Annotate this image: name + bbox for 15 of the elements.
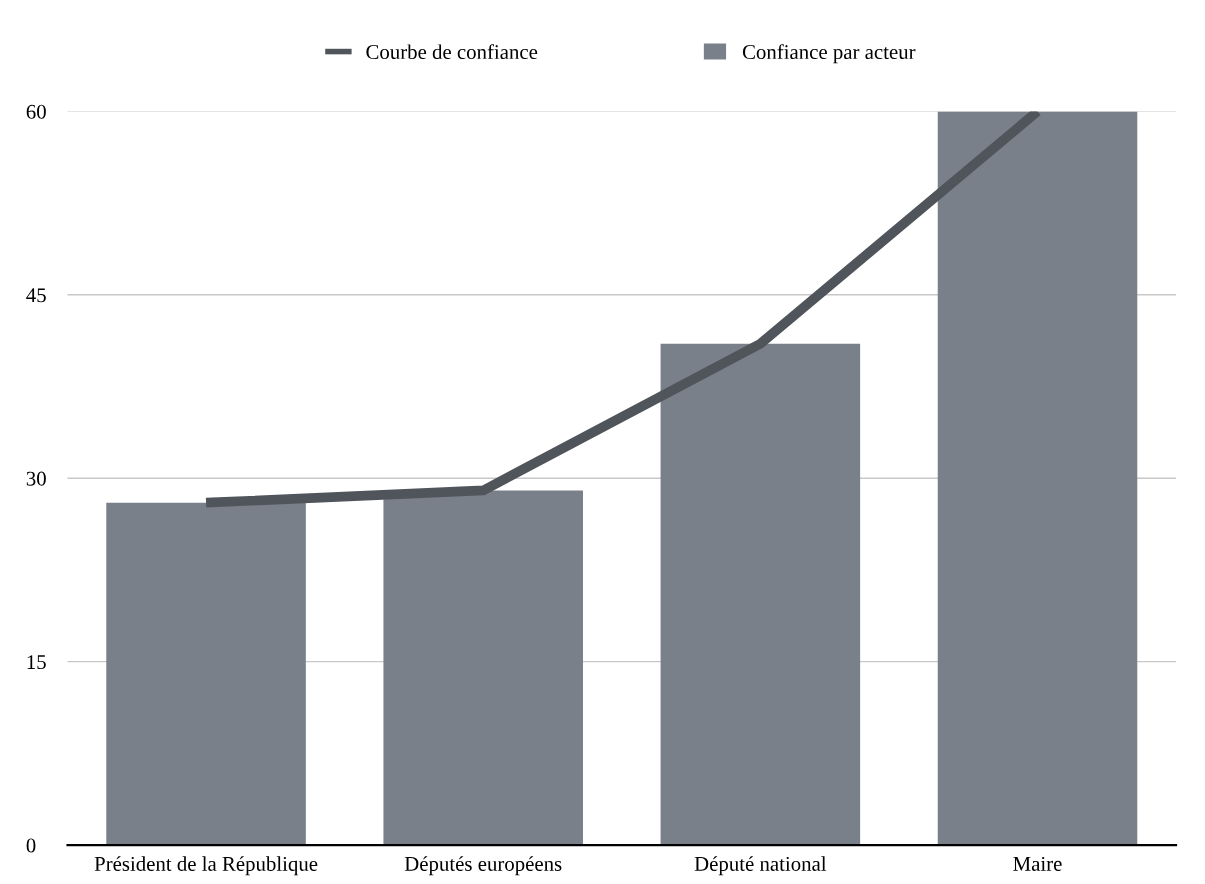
y-tick-label: 45 bbox=[26, 288, 46, 303]
y-tick-label: 0 bbox=[26, 838, 36, 853]
y-tick-label: 15 bbox=[27, 655, 46, 670]
bar bbox=[383, 490, 583, 846]
x-tick-label: Député national bbox=[694, 856, 827, 876]
legend-label: Confiance par acteur bbox=[742, 44, 916, 64]
y-tick-label: 30 bbox=[26, 471, 46, 486]
bar bbox=[106, 502, 306, 846]
y-tick-label: 60 bbox=[26, 104, 46, 119]
bar bbox=[660, 343, 861, 846]
x-tick-label: Président de la République bbox=[94, 856, 318, 876]
bar bbox=[937, 111, 1138, 846]
legend-label: Courbe de confiance bbox=[366, 44, 538, 60]
x-tick-label: Maire bbox=[1013, 856, 1062, 871]
x-tick-label: Députés européens bbox=[404, 856, 562, 876]
